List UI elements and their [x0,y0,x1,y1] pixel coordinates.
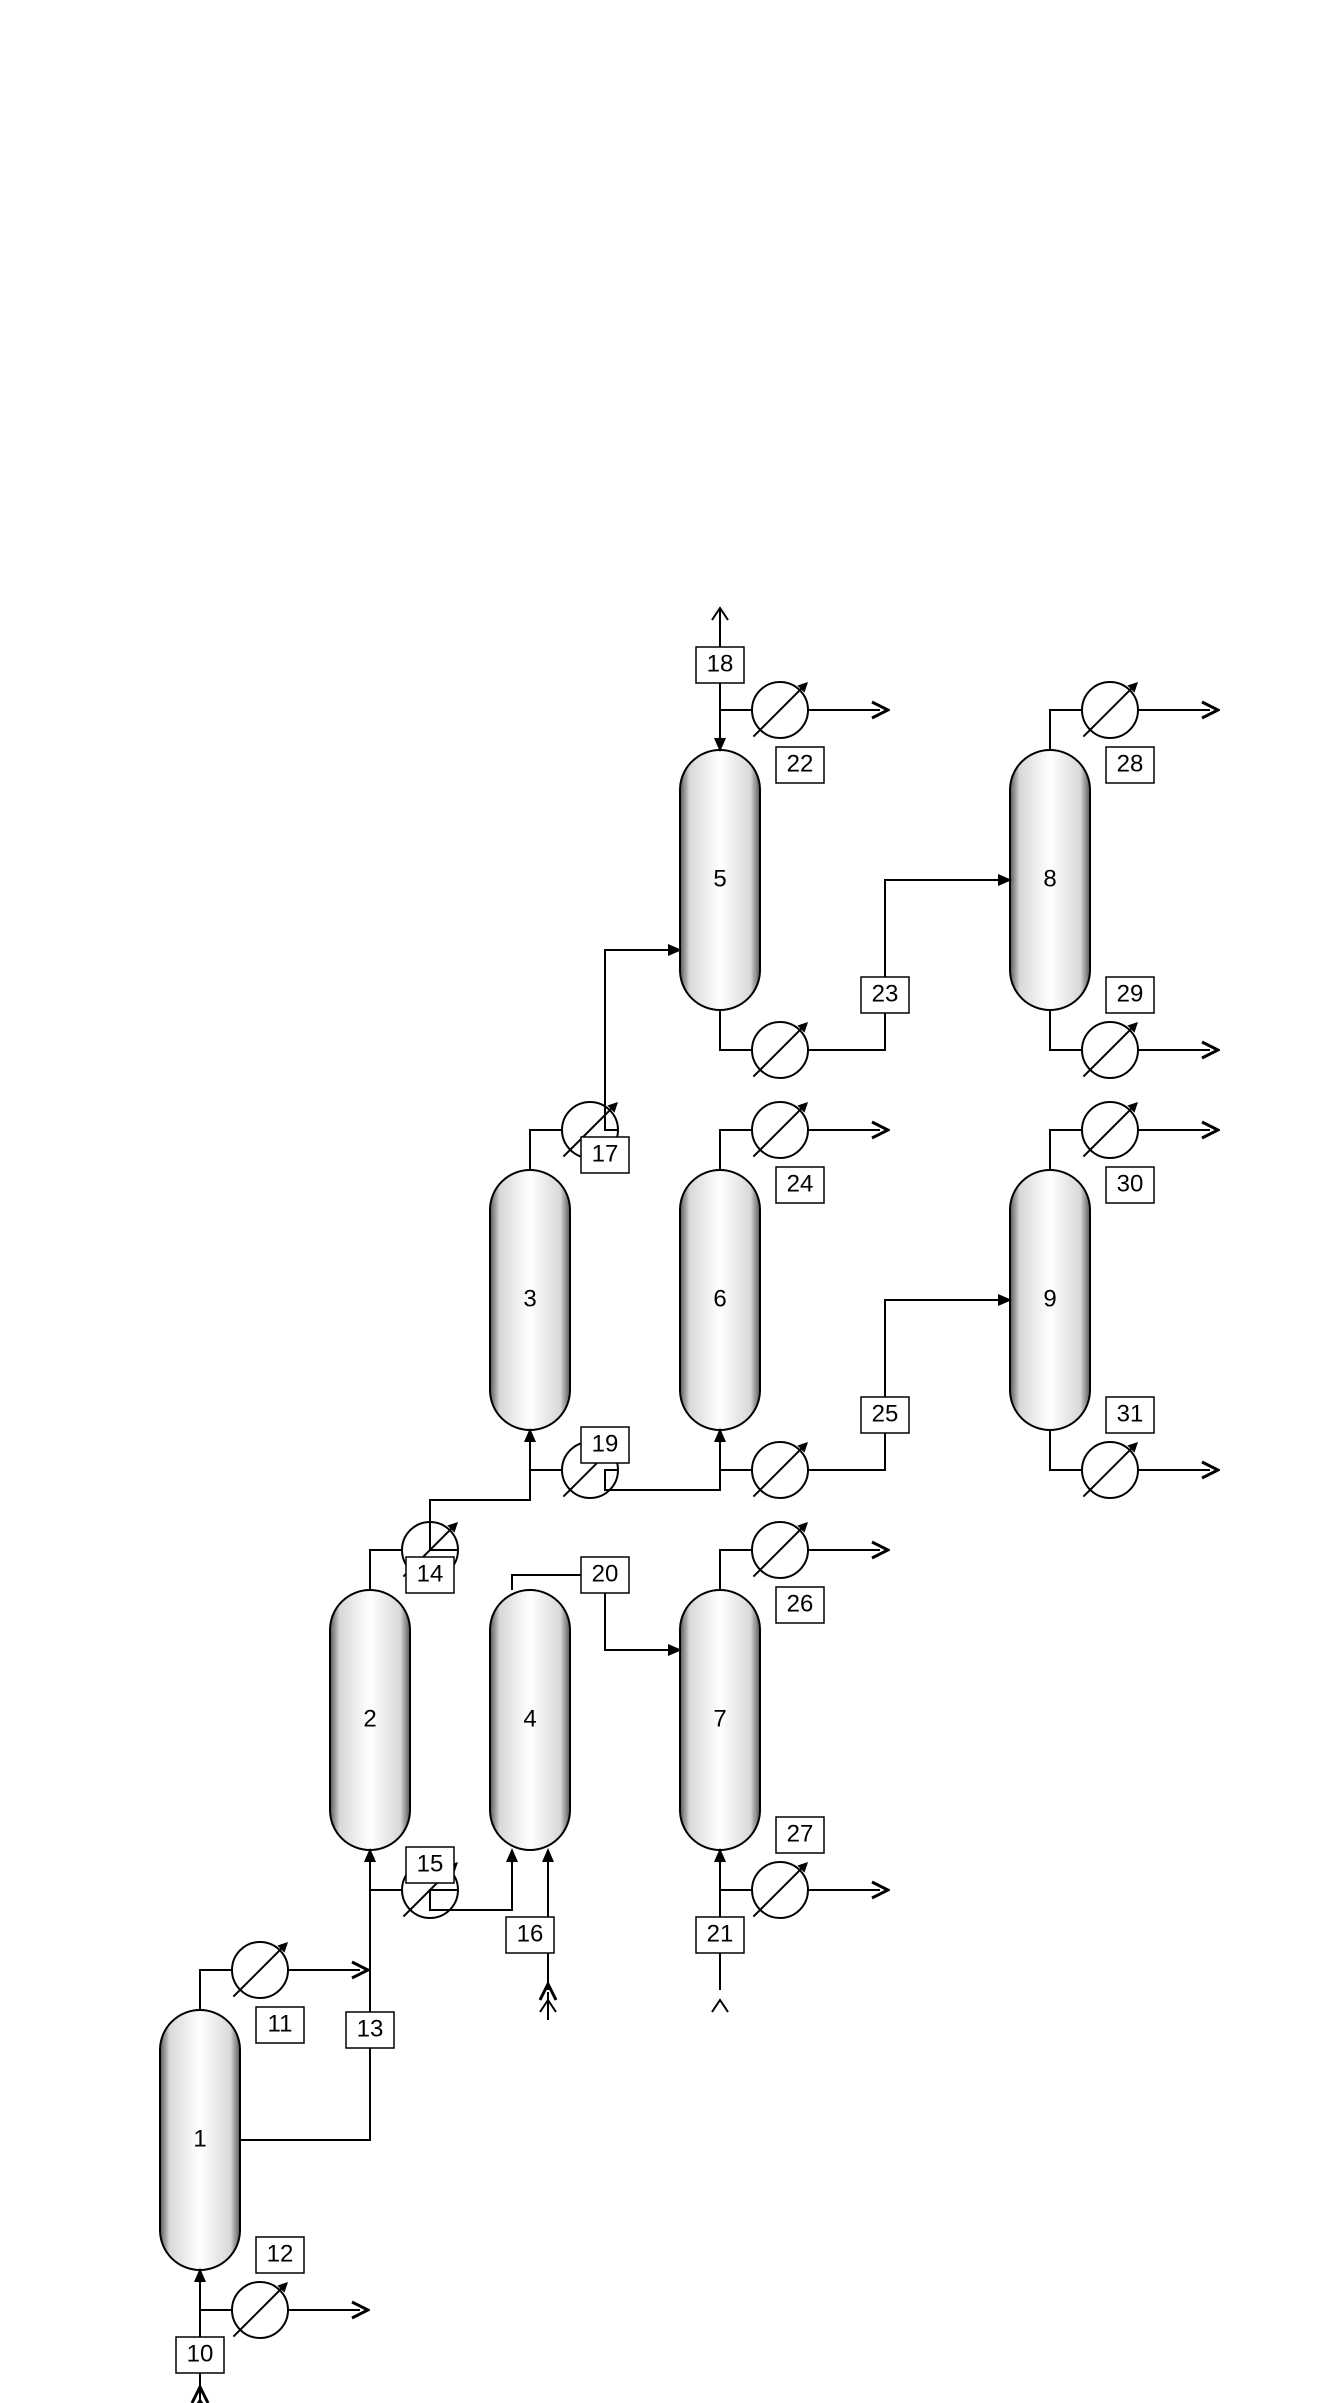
he-6-top-arrow [753,1103,806,1156]
s17 [605,950,680,1130]
stream-label-18: 18 [707,650,734,677]
he-8-top-arrow [1083,683,1136,736]
he-1-top-arrow [233,1943,286,1996]
vessel-label: 8 [1043,865,1056,892]
he-8-bot-arrow [1083,1023,1136,1076]
vessel-label: 9 [1043,1285,1056,1312]
c-7b [720,1850,752,1890]
c-1b [200,2270,232,2310]
origin-marker [712,2000,728,2012]
c-7t [720,1550,752,1590]
c-5b [720,1010,752,1050]
stream-label-23: 23 [872,980,899,1007]
he-7-top-arrow [753,1523,806,1576]
c-6t [720,1130,752,1170]
he-5-bot-arrow [753,1023,806,1076]
s23 [808,880,1010,1050]
he-1-bot-arrow [233,2283,286,2336]
stream-label-27: 27 [787,1820,814,1847]
vessel-label: 2 [363,1705,376,1732]
c-3b [530,1430,562,1470]
c-9t [1050,1130,1082,1170]
stream-label-31: 31 [1117,1400,1144,1427]
c-5t [720,710,752,750]
c-2t [370,1550,402,1590]
stream-label-16: 16 [517,1920,544,1947]
s25 [808,1300,1010,1470]
stream-label-11: 11 [268,2010,293,2037]
he-7-bot-arrow [753,1863,806,1916]
stream-label-22: 22 [787,750,814,777]
stream-label-24: 24 [787,1170,814,1197]
c-8b [1050,1010,1082,1050]
c-3t [530,1130,562,1170]
vessel-label: 5 [713,865,726,892]
c-6b [720,1430,752,1470]
stream-label-28: 28 [1117,750,1144,777]
process-flow-diagram: 1234567891011121314151617181920212223242… [0,0,1339,2403]
c-2b [370,1850,402,1890]
stream-label-19: 19 [592,1430,619,1457]
stream-label-10: 10 [187,2340,214,2367]
stream-label-17: 17 [592,1140,619,1167]
stream-label-12: 12 [267,2240,294,2267]
c-1t [200,1970,232,2010]
stream-label-25: 25 [872,1400,899,1427]
he-5-top-arrow [753,683,806,736]
stream-label-15: 15 [417,1850,444,1877]
stream-label-14: 14 [417,1560,444,1587]
vessel-label: 7 [713,1705,726,1732]
c-8t [1050,710,1082,750]
stream-label-29: 29 [1117,980,1144,1007]
c-9b [1050,1430,1082,1470]
vessel-label: 3 [523,1285,536,1312]
vessel-label: 4 [523,1705,536,1732]
stream-label-21: 21 [707,1920,734,1947]
vessel-label: 6 [713,1285,726,1312]
stream-label-30: 30 [1117,1170,1144,1197]
s13 [240,1850,370,2140]
s14 [430,1430,530,1550]
vessel-label: 1 [193,2125,206,2152]
stream-label-20: 20 [592,1560,619,1587]
stream-label-13: 13 [357,2015,384,2042]
stream-label-26: 26 [787,1590,814,1617]
he-9-bot-arrow [1083,1443,1136,1496]
he-9-top-arrow [1083,1103,1136,1156]
he-6-bot-arrow [753,1443,806,1496]
